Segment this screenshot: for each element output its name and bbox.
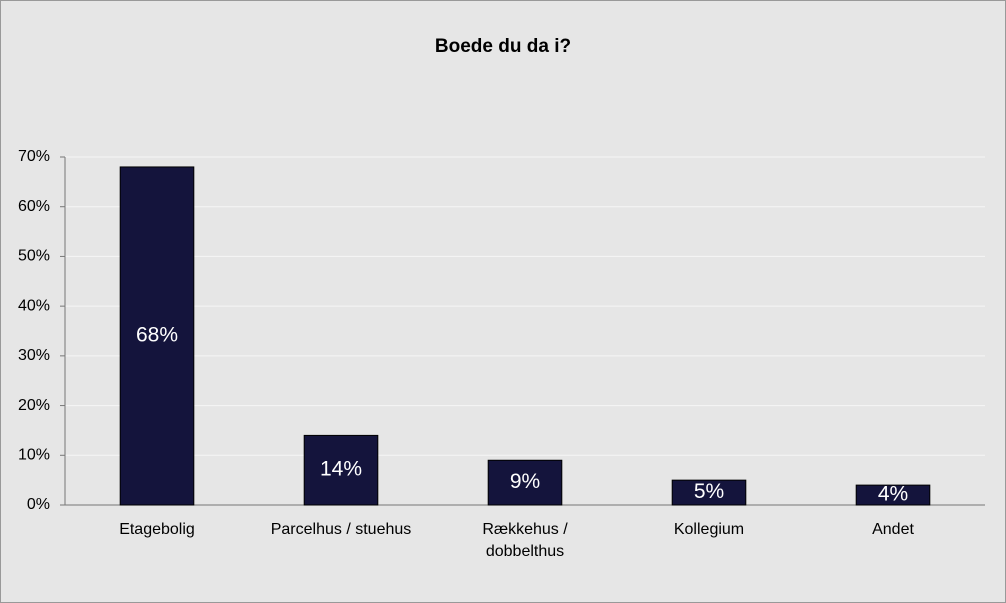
data-label: 5% bbox=[694, 480, 724, 503]
bar bbox=[119, 166, 195, 506]
y-tick-label: 50% bbox=[18, 248, 50, 265]
y-tick-label: 40% bbox=[18, 297, 50, 314]
data-label: 4% bbox=[878, 483, 908, 506]
x-tick-label: Rækkehus / dobbelthus bbox=[482, 521, 568, 560]
chart-title: Boede du da i? bbox=[435, 36, 571, 57]
x-tick-label: Kollegium bbox=[673, 521, 745, 538]
x-tick-label: Parcelhus / stuehus bbox=[270, 521, 412, 538]
bar bbox=[303, 434, 379, 506]
y-tick-label: 70% bbox=[18, 148, 50, 165]
data-label: 14% bbox=[320, 458, 362, 481]
bar bbox=[671, 479, 747, 506]
y-tick-label: 10% bbox=[18, 447, 50, 464]
data-label: 68% bbox=[136, 324, 178, 347]
bar bbox=[855, 484, 931, 506]
y-tick-label: 30% bbox=[18, 347, 50, 364]
y-tick-label: 0% bbox=[27, 496, 50, 513]
x-tick-label: Etagebolig bbox=[119, 521, 195, 538]
x-tick-label: Andet bbox=[872, 521, 914, 538]
y-tick-label: 20% bbox=[18, 397, 50, 414]
y-tick-label: 60% bbox=[18, 198, 50, 215]
bar bbox=[487, 459, 563, 506]
data-label: 9% bbox=[510, 470, 540, 493]
